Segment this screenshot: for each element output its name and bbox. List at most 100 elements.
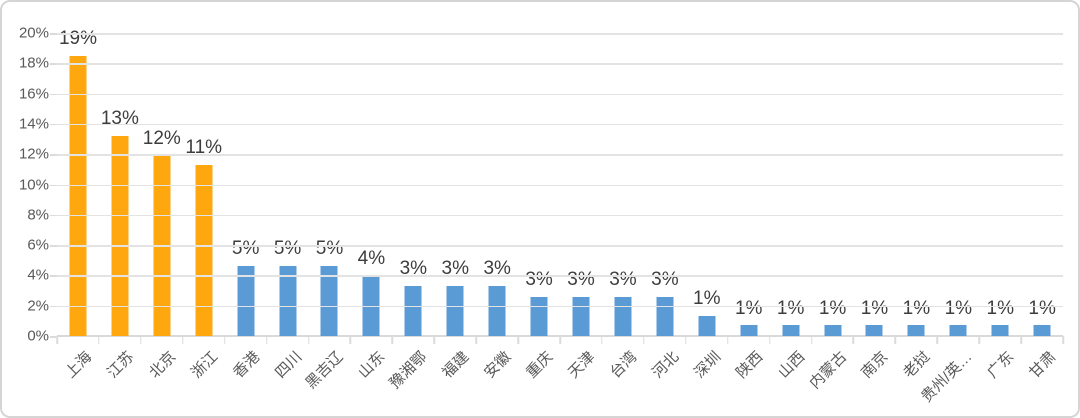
bar xyxy=(320,266,338,336)
bar-slot: 11% 浙江 xyxy=(183,33,225,382)
bar-value-label: 1% xyxy=(693,288,721,310)
bar-value-label: 3% xyxy=(651,268,679,290)
x-axis-tick xyxy=(140,336,142,344)
bar xyxy=(949,325,967,336)
y-axis-label: 10% xyxy=(18,176,49,193)
bar-value-label: 1% xyxy=(734,297,763,319)
bar-slot: 3% 豫湘鄂 xyxy=(387,33,434,392)
x-axis-label: 北京 xyxy=(145,348,180,382)
y-axis-label: 2% xyxy=(27,297,49,315)
x-axis-tick xyxy=(433,336,435,344)
bar xyxy=(530,296,548,336)
x-axis-label: 豫湘鄂 xyxy=(386,348,431,393)
y-axis-tick xyxy=(50,275,57,277)
gridline xyxy=(57,245,1063,247)
x-axis-tick xyxy=(307,336,310,344)
bar-value-label: 3% xyxy=(483,258,511,280)
bar xyxy=(656,296,674,336)
x-axis-tick xyxy=(98,336,100,344)
bar xyxy=(614,296,632,336)
bar-slot: 5% 香港 xyxy=(225,33,267,382)
x-axis-label: 山东 xyxy=(355,348,389,382)
bar-slot: 1% 南京 xyxy=(854,33,896,382)
bar-value-label: 5% xyxy=(231,238,260,260)
y-axis-tick xyxy=(50,93,57,96)
x-axis-label: 浙江 xyxy=(187,348,222,382)
bar-value-label: 1% xyxy=(986,297,1014,319)
x-axis-label: 重庆 xyxy=(523,348,557,382)
bar-value-label: 5% xyxy=(315,238,344,260)
y-axis-tick xyxy=(50,154,57,156)
x-axis-tick xyxy=(1062,336,1064,344)
x-axis-tick xyxy=(894,336,897,344)
x-axis-label: 老挝 xyxy=(900,348,934,382)
x-axis-tick xyxy=(349,336,352,344)
bar-value-label: 3% xyxy=(567,268,595,290)
x-axis-label: 深圳 xyxy=(690,348,725,382)
bar xyxy=(446,286,464,336)
y-axis-tick xyxy=(50,214,57,217)
x-axis-tick xyxy=(1020,336,1022,344)
bar-slot: 1% 甘肃 xyxy=(1021,33,1063,382)
x-axis-tick xyxy=(475,336,477,344)
gridline xyxy=(57,33,1063,35)
x-axis-tick xyxy=(768,336,771,344)
bar xyxy=(740,325,758,336)
x-axis-tick xyxy=(182,336,184,344)
y-axis-tick xyxy=(50,184,57,186)
x-axis-tick xyxy=(56,336,58,344)
bar-value-label: 1% xyxy=(860,297,889,319)
x-axis-label: 台湾 xyxy=(607,348,641,382)
x-axis-label: 甘肃 xyxy=(1026,348,1060,382)
bar-slot: 1% 内蒙古 xyxy=(806,33,854,393)
bar-value-label: 3% xyxy=(609,268,637,290)
x-axis-tick xyxy=(517,336,519,344)
gridline xyxy=(57,154,1063,156)
bar xyxy=(237,266,255,336)
bar-slot: 5% 黑吉辽 xyxy=(303,33,351,393)
bar xyxy=(991,325,1009,336)
bar-slot: 3% 安徽 xyxy=(476,33,518,381)
bar xyxy=(279,266,297,336)
bar-value-label: 12% xyxy=(142,127,181,149)
bar-value-label: 1% xyxy=(1028,297,1056,319)
x-axis-label: 江苏 xyxy=(103,348,138,382)
x-axis-tick xyxy=(936,336,938,344)
x-axis-label: 山西 xyxy=(774,348,808,382)
bar-slot: 1% 贵州/英… xyxy=(918,33,979,406)
y-axis-label: 6% xyxy=(27,236,49,254)
bar-slot: 13% 江苏 xyxy=(99,33,141,381)
x-axis-label: 上海 xyxy=(62,348,96,382)
x-axis-tick xyxy=(601,336,603,344)
bar xyxy=(1033,325,1051,336)
gridline xyxy=(57,93,1063,96)
bar-value-label: 3% xyxy=(399,258,428,280)
gridline xyxy=(57,184,1063,186)
bar-slot: 3% 福建 xyxy=(434,33,476,381)
x-axis-label: 香港 xyxy=(229,348,263,382)
gridline xyxy=(57,214,1063,217)
x-axis-tick xyxy=(643,336,645,344)
x-axis-tick xyxy=(391,336,394,344)
bar xyxy=(698,316,716,336)
bars-row: 19% 上海 13% 江苏 12% 北京 11% 浙江 5% 香港 5% 四川 5% 黑吉辽 4% 山东 3% 豫… xyxy=(57,28,1063,406)
plot-area: 19% 上海 13% 江苏 12% 北京 11% 浙江 5% 香港 5% 四川 5% 黑吉辽 4% 山东 3% 豫… xyxy=(19,26,1064,406)
y-axis-label: 14% xyxy=(18,115,49,133)
bar-value-label: 3% xyxy=(525,268,553,290)
bar xyxy=(572,296,590,336)
bar xyxy=(782,325,800,336)
x-axis-label: 安徽 xyxy=(481,348,515,382)
y-axis-label: 8% xyxy=(27,206,49,224)
bar-slot: 1% 广东 xyxy=(979,33,1021,382)
x-axis-tick xyxy=(559,336,561,344)
x-axis-label: 天津 xyxy=(565,348,599,382)
x-axis-label: 四川 xyxy=(271,348,305,382)
bar-slot: 1% 老挝 xyxy=(895,33,937,382)
x-axis-label: 广东 xyxy=(984,348,1018,382)
bar xyxy=(404,286,422,336)
x-axis-tick xyxy=(726,336,729,344)
gridline xyxy=(57,123,1063,126)
bar xyxy=(865,325,883,336)
bar xyxy=(907,325,925,336)
